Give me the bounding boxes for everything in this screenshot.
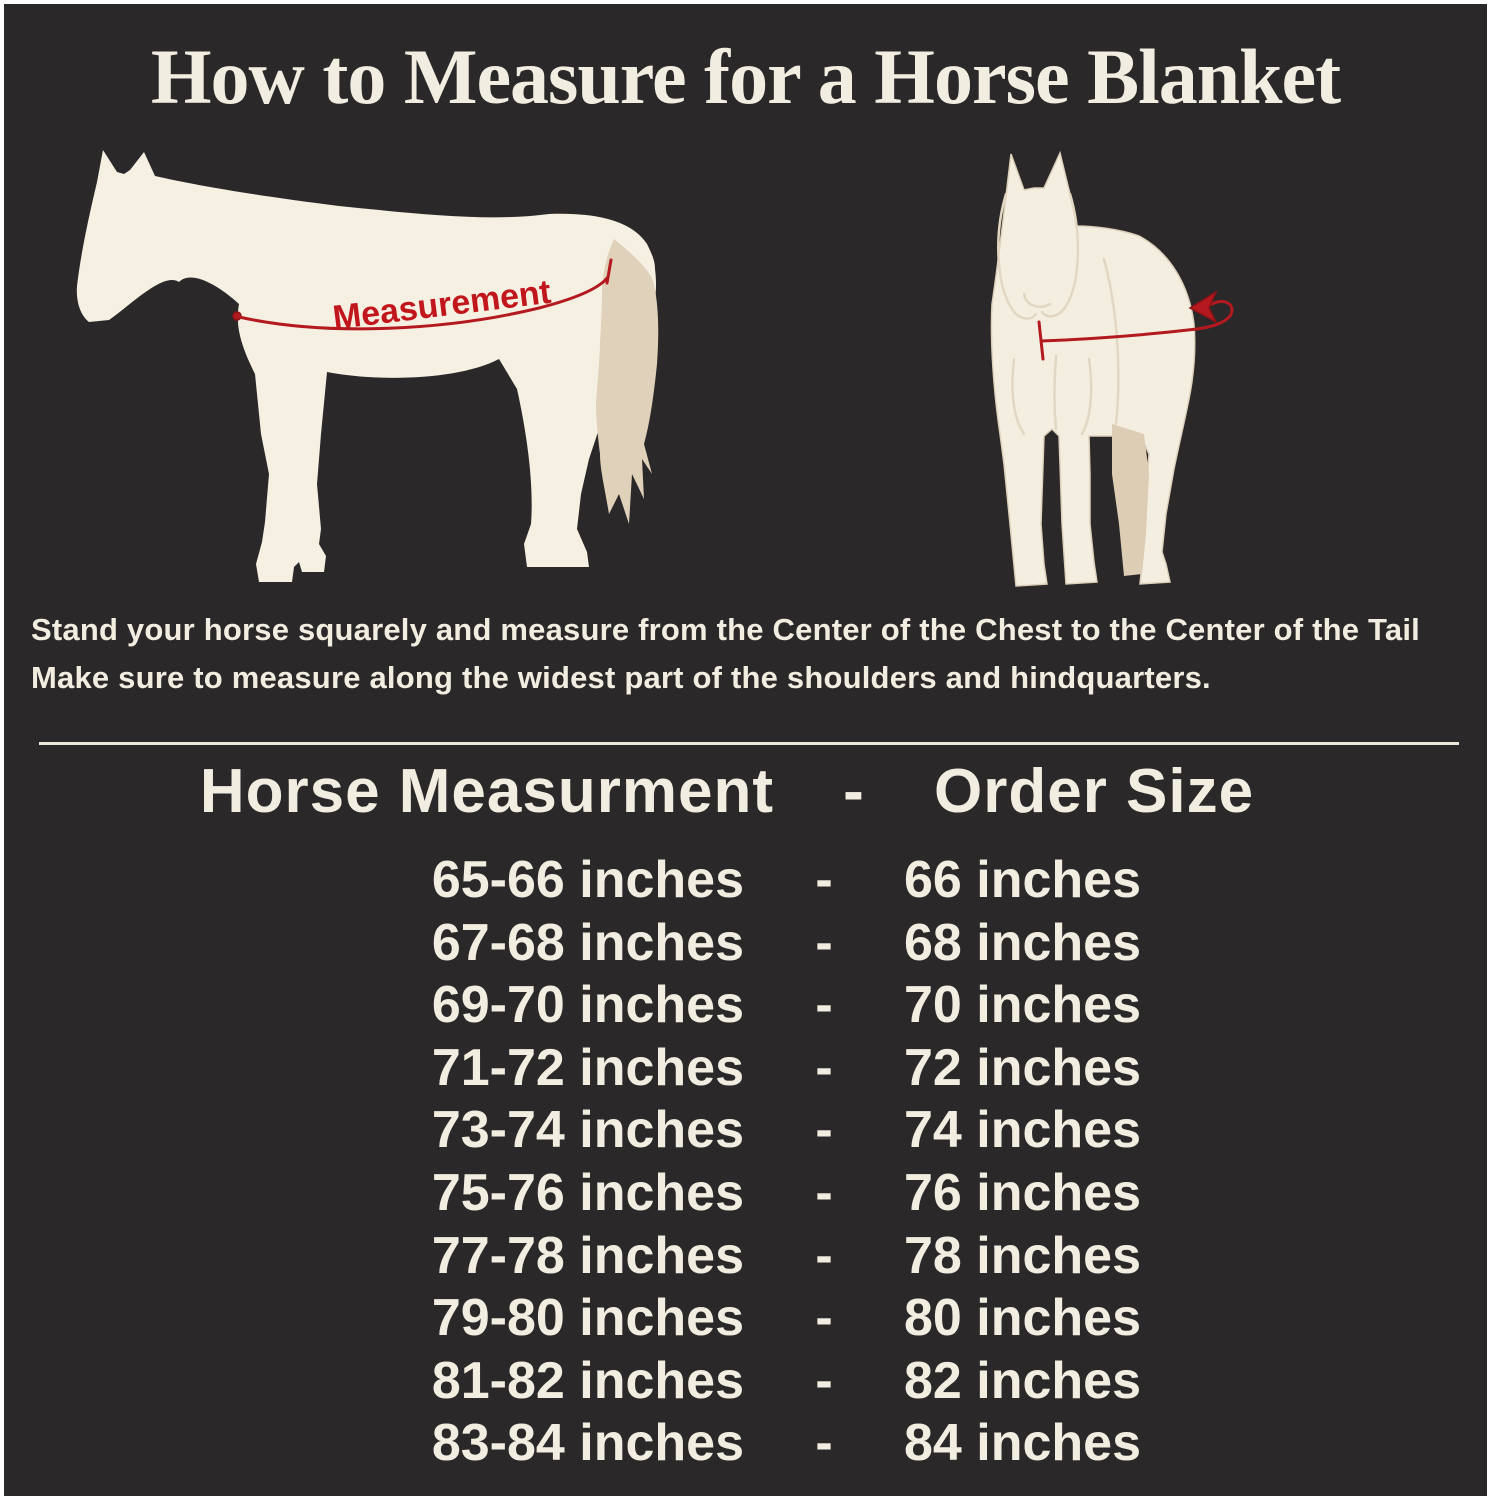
size-table-row: 81-82 inches - 82 inches (174, 1350, 1364, 1413)
size-table-row: 71-72 inches - 72 inches (174, 1037, 1364, 1100)
horse-measurement-value: 75-76 inches (431, 1163, 744, 1222)
order-size-value: 82 inches (904, 1351, 1142, 1410)
size-table-row: 73-74 inches - 74 inches (174, 1099, 1364, 1162)
page-title: How to Measure for a Horse Blanket (150, 33, 1341, 120)
size-table-row: 77-78 inches - 78 inches (174, 1225, 1364, 1288)
measurement-arrowhead-icon (1188, 290, 1218, 324)
horse-measurement-value: 79-80 inches (431, 1289, 744, 1348)
row-dash: - (815, 1289, 833, 1348)
horse-measurement-value: 81-82 inches (431, 1351, 744, 1410)
front-horse-right-jowl-line (1040, 192, 1080, 318)
order-size-value: 74 inches (904, 1101, 1142, 1160)
size-table: 65-66 inches - 66 inches 67-68 inches - … (174, 849, 1364, 1475)
order-size-value: 68 inches (904, 913, 1142, 972)
row-dash: - (815, 851, 833, 909)
horse-measurement-value: 69-70 inches (431, 976, 744, 1035)
front-horse-far-leg-shadow (1112, 424, 1149, 576)
front-view-horse-illustration (990, 150, 1234, 587)
measuring-instructions: Stand your horse squarely and measure fr… (31, 606, 1481, 701)
order-size-value: 78 inches (904, 1226, 1142, 1285)
order-size-value: 72 inches (904, 1038, 1142, 1097)
size-table-row: 69-70 inches - 70 inches (174, 974, 1364, 1037)
size-table-header: Horse Measurment - Order Size (174, 756, 1414, 827)
row-dash: - (815, 1226, 833, 1285)
row-dash: - (815, 913, 833, 972)
horse-measurement-value: 65-66 inches (431, 851, 744, 909)
front-horse-right-chest-line (1080, 357, 1093, 436)
front-horse-muzzle-line (1022, 292, 1052, 308)
order-size-value: 66 inches (904, 851, 1142, 909)
front-horse-left-chest-line (1011, 357, 1026, 436)
size-table-row: 75-76 inches - 76 inches (174, 1162, 1364, 1225)
order-size-value: 76 inches (904, 1163, 1142, 1222)
instruction-line-2: Make sure to measure along the widest pa… (31, 659, 1211, 695)
row-dash: - (815, 1163, 833, 1222)
horse-measurement-value: 73-74 inches (431, 1101, 744, 1160)
front-horse-silhouette (990, 150, 1196, 587)
size-table-row: 65-66 inches - 66 inches (174, 849, 1364, 912)
row-dash: - (815, 1414, 833, 1473)
row-dash: - (815, 1038, 833, 1097)
side-horse-tail (596, 239, 659, 524)
instruction-line-1: Stand your horse squarely and measure fr… (31, 612, 1420, 647)
side-view-horse-illustration: Measurement (76, 150, 659, 582)
measurement-line-tail-tick (605, 258, 613, 285)
row-dash: - (815, 1101, 833, 1160)
measurement-column-header: Horse Measurment (199, 757, 774, 826)
girth-measurement-line (237, 275, 610, 331)
horse-measurement-value: 67-68 inches (431, 913, 744, 972)
front-horse-left-jowl-line (997, 192, 1038, 320)
order-size-value: 84 inches (904, 1414, 1142, 1473)
order-size-value: 70 inches (904, 976, 1142, 1035)
order-size-column-header: Order Size (934, 757, 1255, 826)
front-horse-chest-center-line (1053, 354, 1058, 431)
row-dash: - (815, 976, 833, 1035)
order-size-value: 80 inches (904, 1289, 1142, 1348)
size-table-row: 79-80 inches - 80 inches (174, 1287, 1364, 1350)
size-table-row: 83-84 inches - 84 inches (174, 1412, 1364, 1475)
horse-measurement-value: 77-78 inches (431, 1226, 744, 1285)
size-table-row: 67-68 inches - 68 inches (174, 912, 1364, 975)
measurement-diagram: Measurement (4, 4, 1487, 614)
wraparound-measurement-line (1039, 300, 1234, 343)
side-horse-silhouette (76, 150, 657, 582)
header-dash: - (843, 757, 865, 826)
row-dash: - (815, 1351, 833, 1410)
divider-line (39, 742, 1459, 745)
horse-measurement-value: 83-84 inches (431, 1414, 744, 1473)
horse-measurement-value: 71-72 inches (431, 1038, 744, 1097)
